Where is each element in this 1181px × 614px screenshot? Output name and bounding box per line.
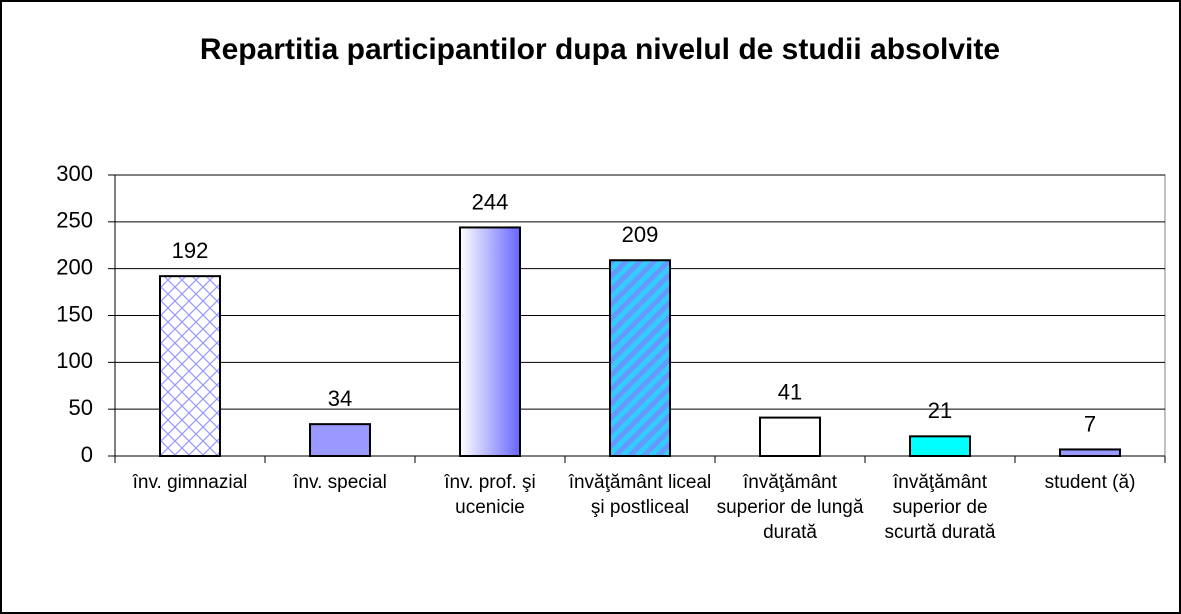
value-label: 192 [172,238,209,263]
y-tick-label: 300 [56,161,93,186]
x-tick-label: învăţământ liceal şi postliceal [568,472,712,518]
bar [459,226,521,457]
y-tick-label: 200 [56,254,93,279]
x-tick-box: înv. special [293,472,387,493]
x-tick-label: înv. gimnazial [132,472,248,493]
value-label: 244 [472,189,509,214]
y-tick-label: 0 [81,442,93,467]
x-tick-label: student (ă) [1044,472,1136,493]
x-tick-box: înv. prof. şi ucenicie [444,472,536,518]
y-tick-label: 100 [56,348,93,373]
bar [609,259,671,457]
value-label: 209 [622,222,659,247]
value-label: 34 [328,386,352,411]
x-tick-box: înv. gimnazial [132,472,248,493]
x-tick-box: învăţământ superior de lungă durată [716,472,864,543]
bar [159,275,221,457]
x-tick-box: student (ă) [1044,472,1136,493]
chart-title: Repartitia participantilor dupa nivelul … [199,33,1001,66]
bar [759,416,821,458]
value-label: 7 [1084,411,1096,436]
x-tick-label: învăţământ superior de lungă durată [716,472,864,543]
title-box: Repartitia participantilor dupa nivelul … [199,33,1001,66]
y-tick-label: 150 [56,301,93,326]
bar [1059,448,1121,457]
x-tick-box: învăţământ superior de scurtă durată [884,472,996,543]
bar [309,423,371,457]
y-tick-label: 250 [56,208,93,233]
x-tick-label: înv. special [293,472,387,493]
value-label: 41 [778,379,802,404]
y-tick-label: 50 [69,395,93,420]
x-tick-box: învăţământ liceal şi postliceal [568,472,712,518]
bar [909,435,971,457]
x-tick-label: învăţământ superior de scurtă durată [884,472,996,543]
x-tick-label: înv. prof. şi ucenicie [444,472,536,518]
value-label: 21 [928,398,952,423]
